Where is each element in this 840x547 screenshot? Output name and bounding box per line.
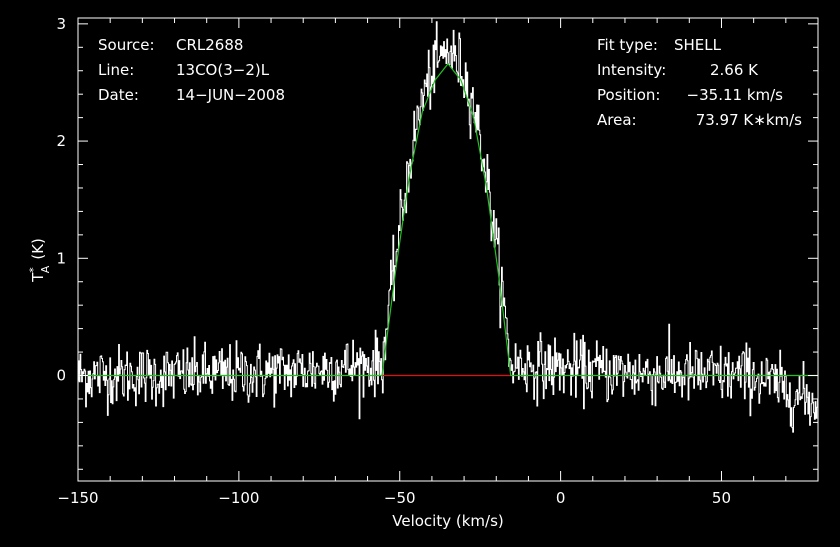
y-tick-label: 2 <box>56 132 66 150</box>
x-tick-label: −50 <box>384 489 416 507</box>
line-value: 13CO(3−2)L <box>176 61 270 79</box>
x-tick-label: 0 <box>556 489 566 507</box>
y-tick-label: 0 <box>56 367 66 385</box>
x-tick-label: 50 <box>712 489 731 507</box>
date-label: Date: <box>98 86 139 104</box>
x-tick-label: −150 <box>57 489 98 507</box>
date-value: 14−JUN−2008 <box>176 86 285 104</box>
svg-text:T*A(K): T*A (K) <box>27 238 52 283</box>
y-axis-label-unit: (K) <box>29 238 47 260</box>
fit-line <box>78 62 818 377</box>
position-label: Position: <box>597 86 660 104</box>
position-value: −35.11 km/s <box>687 86 784 104</box>
spectrum-line <box>77 21 819 433</box>
source-label: Source: <box>98 36 155 54</box>
x-axis-label: Velocity (km/s) <box>392 512 503 530</box>
source-value: CRL2688 <box>176 36 243 54</box>
fit-type-value: SHELL <box>674 36 722 54</box>
line-label: Line: <box>98 61 134 79</box>
axes: −150 −100 −50 0 50 0 1 2 3 <box>56 15 819 507</box>
area-value: 73.97 K∗km/s <box>696 111 802 129</box>
plot-frame <box>77 17 819 482</box>
y-tick-label: 3 <box>56 15 66 33</box>
y-tick-label: 1 <box>56 249 66 267</box>
y-axis-label-sup: * <box>27 267 40 273</box>
y-axis-label-symbol: T <box>29 272 47 283</box>
info-left: Source: CRL2688 Line: 13CO(3−2)L Date: 1… <box>98 36 285 104</box>
area-label: Area: <box>597 111 637 129</box>
y-axis-label-sub: A <box>39 265 52 273</box>
intensity-value: 2.66 K <box>710 61 759 79</box>
intensity-label: Intensity: <box>597 61 666 79</box>
data-layer <box>77 21 819 433</box>
fit-type-label: Fit type: <box>597 36 658 54</box>
x-tick-label: −100 <box>218 489 259 507</box>
y-axis-label: T*A (K) <box>27 238 52 283</box>
info-right: Fit type: SHELL Intensity: 2.66 K Positi… <box>597 36 802 129</box>
